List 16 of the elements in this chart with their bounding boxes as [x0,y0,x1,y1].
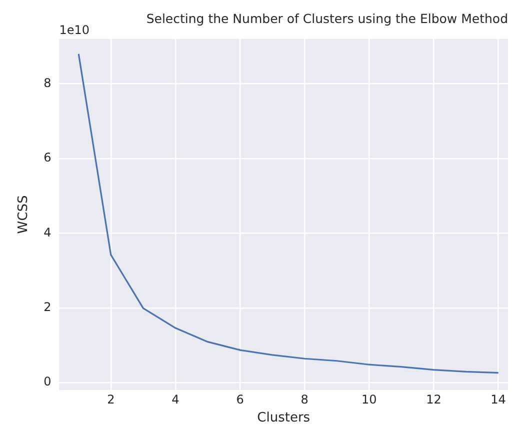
chart-title: Selecting the Number of Clusters using the Elbow Method [146,10,508,26]
x-tick-label: 6 [236,392,244,406]
x-tick-label: 2 [107,392,115,406]
x-tick-label: 14 [490,392,506,406]
text: 1e10 [59,23,90,38]
x-tick-label: 10 [362,392,377,406]
y-tick-label: 0 [44,374,52,389]
x-tick-label: 4 [172,392,180,406]
x-tick-label: 12 [426,392,442,406]
x-tick-label: 8 [300,392,308,406]
y-tick-label: 8 [44,76,52,90]
y-tick-label: 2 [44,300,52,314]
y-tick-label: 6 [44,150,52,165]
y-axis-title: WCSS [16,195,32,234]
y-tick-label: 4 [44,225,52,240]
x-axis-title: Clusters [257,410,310,426]
